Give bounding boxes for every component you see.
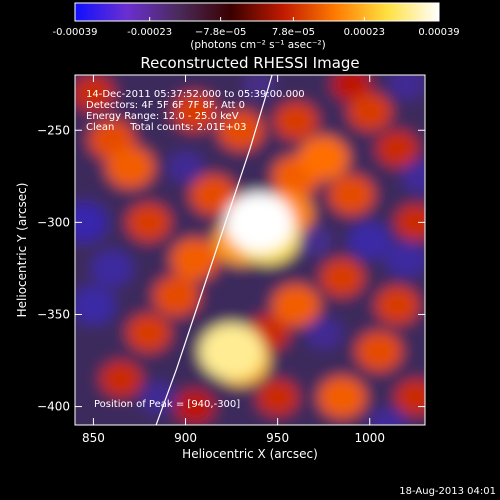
heatmap-blob xyxy=(320,258,364,297)
heatmap-blob xyxy=(100,360,142,397)
heatmap-blob xyxy=(376,130,419,167)
heatmap-blob xyxy=(75,75,115,112)
colorbar-tick-label: 0.00039 xyxy=(418,27,459,38)
x-tick-label: 950 xyxy=(266,431,289,445)
heatmap-blob xyxy=(347,92,392,131)
heatmap-blob xyxy=(91,250,133,287)
colorbar-tick-label: −7.8e−05 xyxy=(195,27,247,38)
solar-limb-curve xyxy=(155,75,273,425)
heatmap-blob xyxy=(256,379,299,416)
heatmap-blob xyxy=(317,376,367,419)
plot-frame xyxy=(74,74,426,426)
annotation-counts: Clean Total counts: 2.01E+03 xyxy=(86,122,246,133)
heatmap-blob xyxy=(347,221,392,260)
plot-area xyxy=(75,75,425,425)
heatmap-blob xyxy=(355,331,402,372)
heatmap-blob xyxy=(199,323,264,380)
peak-position-label: Position of Peak = [940,-300] xyxy=(94,399,240,410)
colorbar-ticks: -0.00039 -0.00023 −7.8e−05 7.8e−05 0.00023 0.… xyxy=(53,17,460,38)
y-axis-ticks: −250 −300 −350 −400 xyxy=(37,123,425,414)
heatmap-blob xyxy=(106,146,155,189)
x-tick-label: 1000 xyxy=(354,431,385,445)
colorbar-tick-label: -0.00023 xyxy=(127,27,172,38)
y-tick-label: −400 xyxy=(37,400,70,414)
annotation-block: 14-Dec-2011 05:37:52.000 to 05:39:00.000… xyxy=(86,89,305,133)
heatmap-blob xyxy=(388,75,425,101)
heatmap-blob xyxy=(75,286,116,325)
heatmap-blob xyxy=(328,174,375,215)
chart-title: Reconstructed RHESSI Image xyxy=(140,54,359,72)
x-axis-ticks: 850 900 950 1000 xyxy=(82,75,385,445)
heatmap-blob xyxy=(375,286,420,325)
y-tick-label: −300 xyxy=(37,215,70,229)
footer-timestamp: 18-Aug-2013 04:01 xyxy=(399,486,496,497)
annotation-energy: Energy Range: 12.0 - 25.0 keV xyxy=(86,111,239,122)
y-tick-label: −250 xyxy=(37,123,70,137)
colorbar-tick-label: 0.00023 xyxy=(344,27,385,38)
heatmap-blob xyxy=(172,92,217,131)
colorbar-tick-label: -0.00039 xyxy=(53,27,98,38)
x-tick-label: 850 xyxy=(82,431,105,445)
heatmap-blob xyxy=(368,408,408,425)
y-axis-label: Heliocentric Y (arcsec) xyxy=(15,183,29,318)
heatmap-blob xyxy=(75,202,108,243)
heatmap-blob xyxy=(305,316,343,349)
heatmap-blob xyxy=(385,241,425,278)
heatmap-blob xyxy=(401,159,425,194)
annotation-time: 14-Dec-2011 05:37:52.000 to 05:39:00.000 xyxy=(86,89,305,100)
colorbar-unit-label: (photons cm⁻² s⁻¹ asec⁻²) xyxy=(190,39,325,51)
heatmap-blob xyxy=(139,381,177,414)
heatmap-blob xyxy=(298,135,349,180)
x-axis-label: Heliocentric X (arcsec) xyxy=(182,447,318,461)
colorbar-tick-label: 7.8e−05 xyxy=(272,27,315,38)
heatmap-blob xyxy=(395,379,425,416)
heatmap-blob xyxy=(153,276,200,317)
annotation-detectors: Detectors: 4F 5F 6F 7F 8F, Att 0 xyxy=(86,100,245,111)
heatmap-blob xyxy=(126,313,171,352)
heatmap-blob xyxy=(395,204,425,241)
heatmap-blob xyxy=(224,192,294,253)
heatmap-blob xyxy=(271,284,321,327)
y-tick-label: −350 xyxy=(37,307,70,321)
heatmap-blob xyxy=(170,238,219,281)
heatmap-blob xyxy=(190,174,237,215)
heatmap-blob xyxy=(175,389,215,424)
colorbar xyxy=(74,2,440,22)
heatmap-blob xyxy=(167,151,204,184)
heatmap-blob xyxy=(274,102,318,141)
x-tick-label: 900 xyxy=(174,431,197,445)
heatmap-blob xyxy=(126,203,171,242)
heatmap-blob xyxy=(297,225,332,256)
